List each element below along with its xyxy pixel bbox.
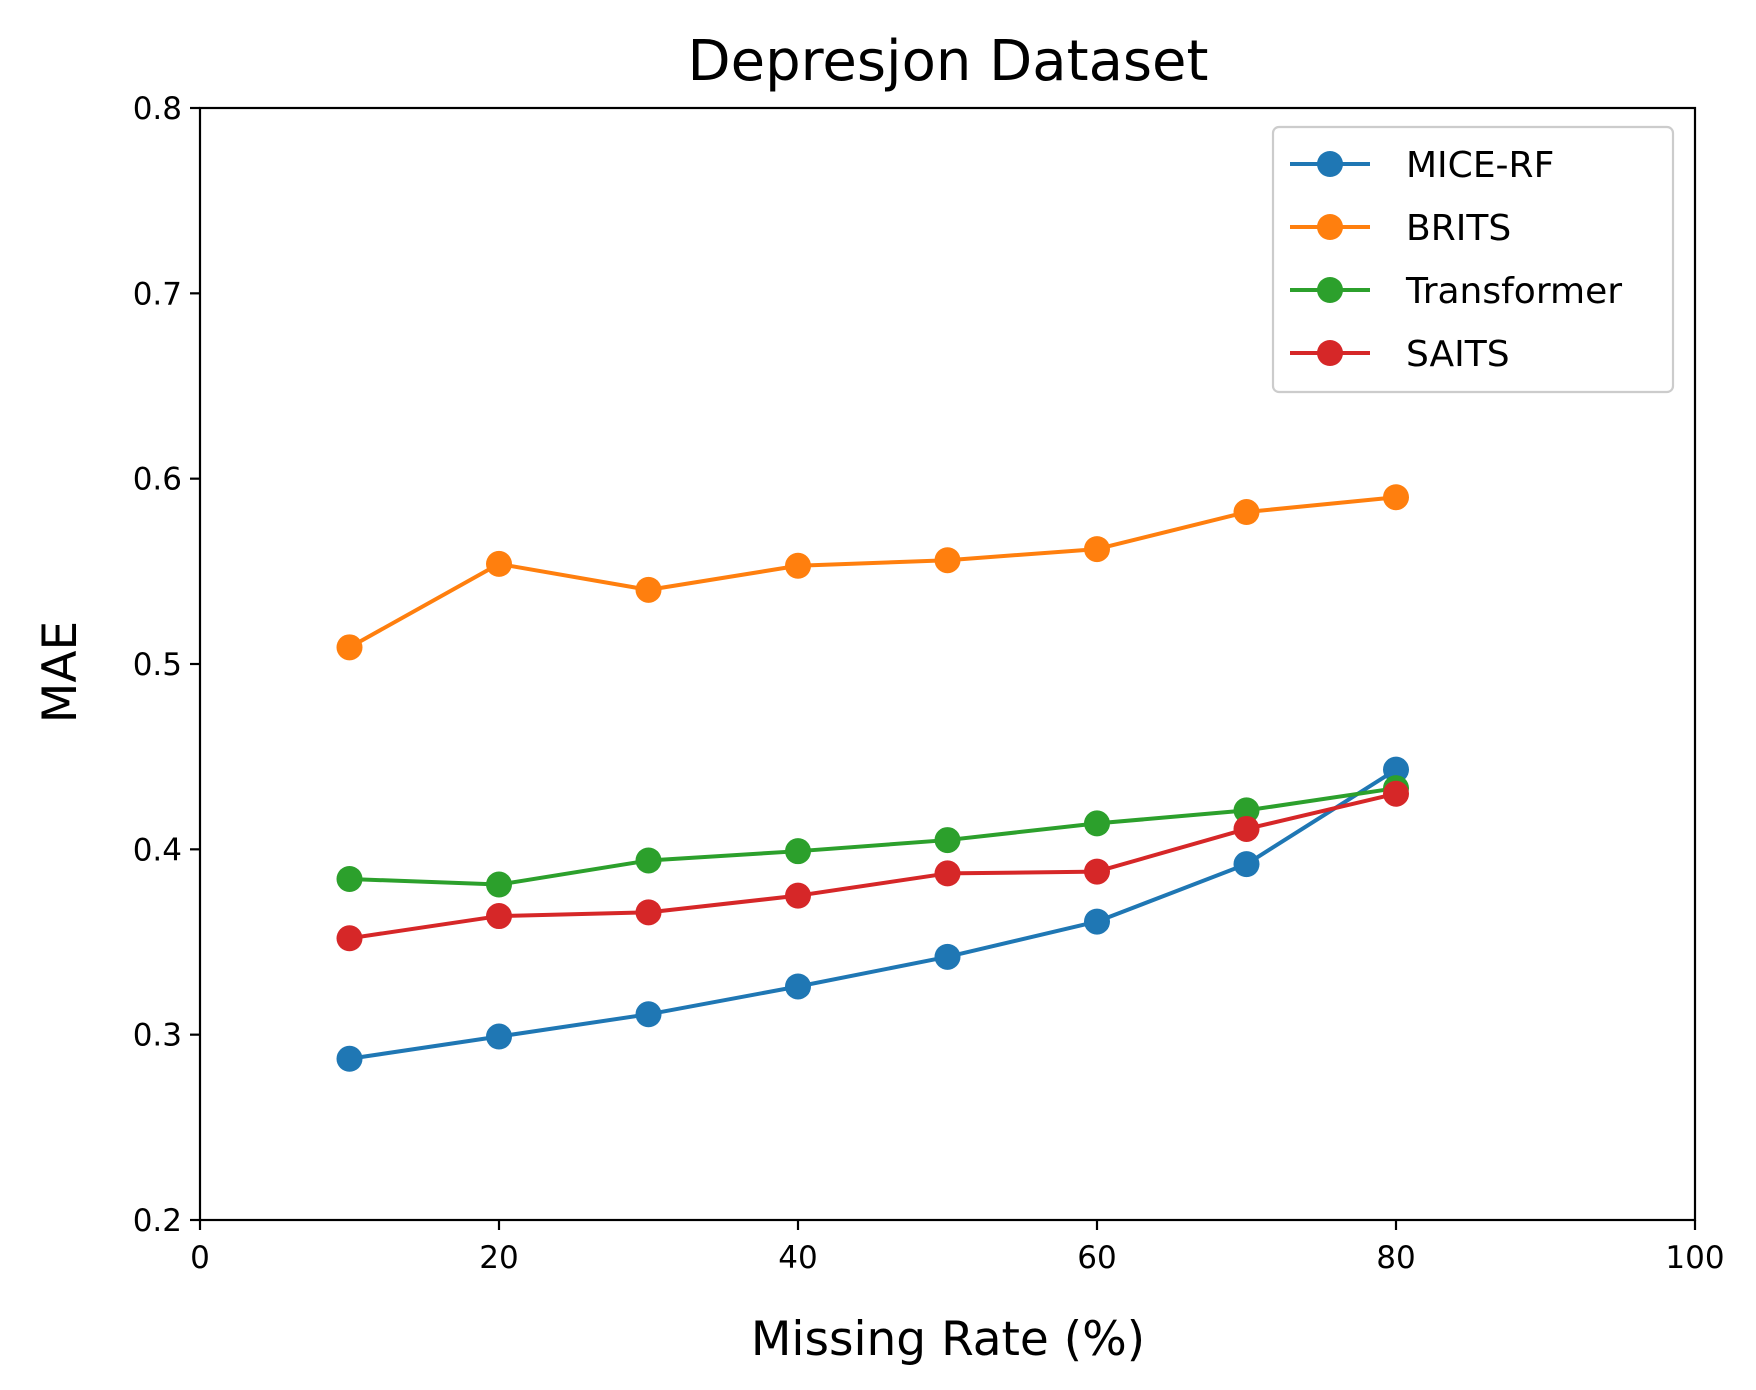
x-tick-label: 100 bbox=[1665, 1240, 1724, 1276]
legend-label: SAITS bbox=[1406, 334, 1510, 375]
legend-marker bbox=[1317, 277, 1343, 303]
data-point bbox=[336, 1045, 363, 1072]
series-line bbox=[349, 791, 1397, 941]
series-0 bbox=[336, 756, 1409, 1072]
data-point bbox=[486, 871, 512, 898]
series-line bbox=[348, 495, 1397, 650]
data-point bbox=[1084, 536, 1110, 563]
y-axis-title: MAE bbox=[33, 621, 88, 723]
y-tick-label: 0.7 bbox=[133, 276, 182, 312]
data-point bbox=[1233, 815, 1260, 842]
data-point bbox=[1383, 780, 1409, 807]
series-line bbox=[349, 786, 1397, 887]
data-point bbox=[635, 1001, 662, 1028]
x-tick-label: 80 bbox=[1376, 1240, 1415, 1276]
data-point bbox=[785, 552, 811, 579]
x-axis-title: Missing Rate (%) bbox=[751, 1312, 1145, 1367]
data-point bbox=[1383, 756, 1409, 783]
data-point bbox=[486, 550, 512, 577]
x-tick-label: 0 bbox=[190, 1240, 210, 1276]
data-point bbox=[336, 634, 363, 661]
data-point bbox=[1084, 858, 1110, 885]
data-point bbox=[934, 860, 961, 887]
data-point bbox=[486, 1023, 512, 1050]
y-tick-label: 0.5 bbox=[133, 647, 182, 683]
data-point bbox=[336, 865, 363, 892]
series-2 bbox=[336, 775, 1409, 898]
y-tick-label: 0.4 bbox=[133, 832, 182, 868]
legend-item: BRITS bbox=[1290, 208, 1511, 249]
series-3 bbox=[336, 780, 1409, 952]
data-point bbox=[934, 943, 961, 970]
legend: MICE-RF BRITS Transformer SAITS bbox=[1271, 125, 1675, 394]
data-point bbox=[785, 973, 811, 1000]
series-1 bbox=[336, 484, 1409, 661]
chart-title: Depresjon Dataset bbox=[688, 29, 1209, 94]
data-point bbox=[1383, 484, 1409, 511]
data-point bbox=[1233, 499, 1260, 526]
y-tick-label: 0.3 bbox=[133, 1018, 182, 1054]
y-tick-label: 0.8 bbox=[133, 91, 182, 127]
data-point bbox=[934, 827, 961, 854]
data-point bbox=[1233, 797, 1260, 824]
legend-label: BRITS bbox=[1406, 208, 1511, 249]
legend-label: MICE-RF bbox=[1406, 145, 1554, 186]
data-point bbox=[486, 903, 512, 930]
legend-box bbox=[1271, 125, 1675, 394]
data-point bbox=[635, 899, 662, 926]
x-tick-label: 20 bbox=[479, 1240, 518, 1276]
data-point bbox=[336, 925, 363, 952]
x-tick-label: 40 bbox=[778, 1240, 817, 1276]
legend-marker bbox=[1317, 214, 1343, 240]
data-point bbox=[635, 576, 662, 603]
data-point bbox=[1233, 851, 1260, 878]
data-point bbox=[934, 547, 961, 574]
plot-area bbox=[336, 484, 1409, 1072]
data-point bbox=[785, 882, 811, 909]
axes: 0 20 40 60 80 100 0.2 0.3 0.4 0.5 0.6 0.7 0.8 bbox=[133, 91, 1725, 1276]
legend-label: Transformer bbox=[1405, 271, 1622, 312]
y-tick-label: 0.2 bbox=[133, 1203, 182, 1239]
legend-item: Transformer bbox=[1290, 271, 1622, 312]
legend-marker bbox=[1317, 151, 1343, 177]
legend-marker bbox=[1317, 340, 1343, 366]
data-point bbox=[635, 847, 662, 874]
y-tick-label: 0.6 bbox=[133, 462, 182, 498]
series-line bbox=[349, 767, 1398, 1061]
x-tick-label: 60 bbox=[1077, 1240, 1116, 1276]
data-point bbox=[1084, 908, 1110, 935]
data-point bbox=[785, 838, 811, 865]
legend-item: MICE-RF bbox=[1290, 145, 1554, 186]
data-point bbox=[1084, 810, 1110, 837]
legend-item: SAITS bbox=[1290, 334, 1510, 375]
